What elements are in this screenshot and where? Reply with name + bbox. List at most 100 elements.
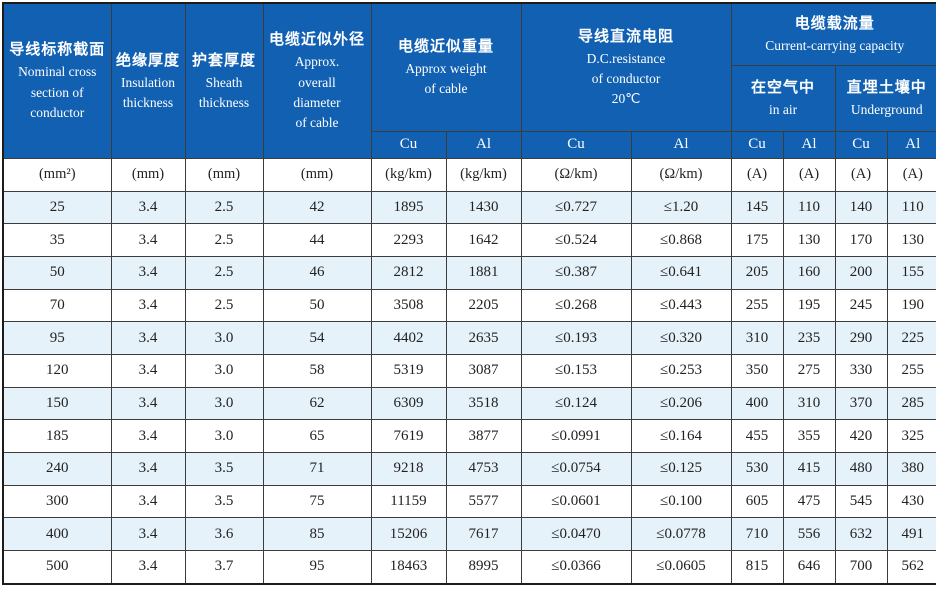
table-cell: 110 <box>782 190 836 225</box>
table-cell: 140 <box>834 190 888 225</box>
header-row-groups: 导线标称截面 Nominal cross section of conducto… <box>2 2 936 159</box>
header-row-metals: Cu Al Cu Al Cu Al Cu Al <box>3 130 936 159</box>
table-cell: 290 <box>834 321 888 355</box>
table-cell: 62 <box>262 386 372 421</box>
table-cell: 3.4 <box>110 517 186 551</box>
header-dc-zh: 导线直流电阻 <box>578 28 675 45</box>
table-cell: 50 <box>262 288 372 323</box>
table-cell: ≤0.206 <box>630 386 732 421</box>
table-cell: ≤0.253 <box>630 353 732 388</box>
table-cell: 3.4 <box>110 419 186 453</box>
table-cell: 1430 <box>445 190 522 225</box>
header-underground-zh: 直埋土壤中 <box>846 79 927 96</box>
table-cell: 46 <box>262 255 372 290</box>
table-cell: 3.4 <box>110 549 186 585</box>
table-cell: 1895 <box>370 190 447 225</box>
header-insulation-thickness: 绝缘厚度 Insulation thickness <box>110 2 186 159</box>
table-cell: 3.4 <box>110 288 186 323</box>
table-row: 35 3.4 2.5 44 2293 1642 ≤0.524 ≤0.868 175 130 170 1… <box>2 223 936 257</box>
header-metal-cu: Cu <box>834 130 888 159</box>
table-cell: 3.5 <box>184 451 264 486</box>
table-cell: ≤0.0754 <box>520 451 632 486</box>
table-cell: 3.5 <box>184 484 264 519</box>
table-cell: 15206 <box>370 517 447 551</box>
table-cell: 225 <box>886 321 936 355</box>
table-cell: 2293 <box>370 223 447 257</box>
table-cell: 3.6 <box>184 517 264 551</box>
table-cell: 646 <box>782 549 836 585</box>
header-insulation-en: Insulation thickness <box>121 74 175 110</box>
table-cell: 3.0 <box>184 419 264 453</box>
table-cell: 95 <box>2 321 112 355</box>
table-body: 25 3.4 2.5 42 1895 1430 ≤0.727 ≤1.20 145 110 140 11… <box>2 190 936 585</box>
table-row: 500 3.4 3.7 95 18463 8995 ≤0.0366 ≤0.0605 815 646… <box>2 549 936 585</box>
header-in-air: 在空气中 in air <box>730 64 836 132</box>
table-cell: 420 <box>834 419 888 453</box>
table-cell: ≤0.0366 <box>520 549 632 585</box>
table-cell: 400 <box>730 386 784 421</box>
table-cell: 145 <box>730 190 784 225</box>
table-cell: 160 <box>782 255 836 290</box>
table-row: 120 3.4 3.0 58 5319 3087 ≤0.153 ≤0.253 350 275 330… <box>2 353 936 388</box>
table-cell: 491 <box>886 517 936 551</box>
table-row: 400 3.4 3.6 85 15206 7617 ≤0.0470 ≤0.0778 710 556… <box>2 517 936 551</box>
table-cell: 3.4 <box>110 451 186 486</box>
table-cell: 325 <box>886 419 936 453</box>
table-cell: 3508 <box>370 288 447 323</box>
table-cell: 415 <box>782 451 836 486</box>
header-row-units: (mm²) (mm) (mm) (mm) (kg/km) (kg/km) (Ω/… <box>2 157 936 192</box>
table-cell: 4753 <box>445 451 522 486</box>
table-cell: 65 <box>262 419 372 453</box>
header-sheath-en: Sheath thickness <box>198 74 250 110</box>
table-cell: 310 <box>730 321 784 355</box>
table-cell: 350 <box>730 353 784 388</box>
table-cell: 35 <box>2 223 112 257</box>
table-cell: 310 <box>782 386 836 421</box>
table-cell: 255 <box>730 288 784 323</box>
table-cell: 3.4 <box>110 484 186 519</box>
table-cell: ≤0.0778 <box>630 517 732 551</box>
table-cell: 25 <box>2 190 112 225</box>
header-capacity-zh: 电缆载流量 <box>794 16 875 33</box>
table-cell: 300 <box>2 484 112 519</box>
table-cell: 3.7 <box>184 549 264 585</box>
table-cell: 54 <box>262 321 372 355</box>
table-cell: 500 <box>2 549 112 585</box>
table-cell: 8995 <box>445 549 522 585</box>
unit-kg-km: (kg/km) <box>445 157 522 192</box>
table-cell: ≤0.100 <box>630 484 732 519</box>
table-cell: ≤0.641 <box>630 255 732 290</box>
table-cell: ≤0.443 <box>630 288 732 323</box>
table-cell: 175 <box>730 223 784 257</box>
table-cell: ≤0.727 <box>520 190 632 225</box>
table-cell: 200 <box>834 255 888 290</box>
table-cell: 2205 <box>445 288 522 323</box>
unit-mm: (mm) <box>110 157 186 192</box>
header-sheath-zh: 护套厚度 <box>191 52 256 69</box>
header-weight-en: Approx weight of cable <box>405 61 487 97</box>
table-cell: 545 <box>834 484 888 519</box>
table-cell: 2.5 <box>184 190 264 225</box>
table-cell: 2.5 <box>184 223 264 257</box>
table-cell: 3.0 <box>184 353 264 388</box>
table-cell: 75 <box>262 484 372 519</box>
table-cell: 58 <box>262 353 372 388</box>
table-cell: 3518 <box>445 386 522 421</box>
table-cell: ≤0.125 <box>630 451 732 486</box>
header-underground-en: Underground <box>850 101 923 117</box>
table-cell: 2812 <box>370 255 447 290</box>
table-cell: 9218 <box>370 451 447 486</box>
header-row-subgroups: 在空气中 in air 直埋土壤中 Underground <box>3 64 936 132</box>
table-cell: 380 <box>886 451 936 486</box>
header-sheath-thickness: 护套厚度 Sheath thickness <box>184 2 264 159</box>
table-cell: 185 <box>2 419 112 453</box>
table-cell: 240 <box>2 451 112 486</box>
table-cell: 11159 <box>370 484 447 519</box>
table-cell: 205 <box>730 255 784 290</box>
table-cell: 245 <box>834 288 888 323</box>
table-cell: 6309 <box>370 386 447 421</box>
table-cell: 710 <box>730 517 784 551</box>
table-cell: 275 <box>782 353 836 388</box>
table-cell: ≤0.868 <box>630 223 732 257</box>
